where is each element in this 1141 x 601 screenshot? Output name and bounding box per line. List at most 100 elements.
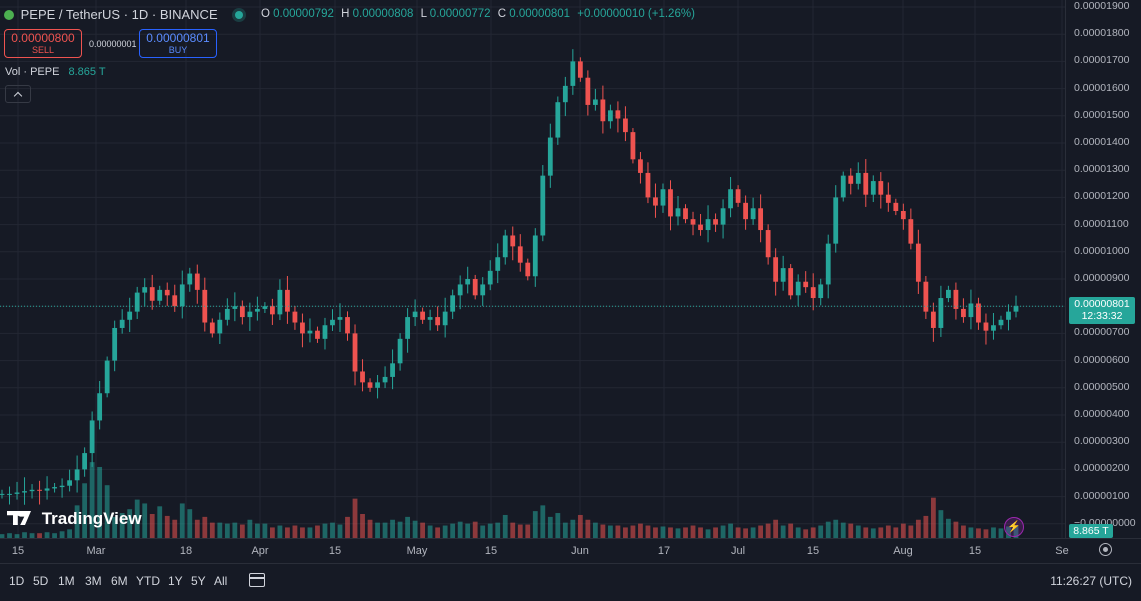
volume-bar bbox=[585, 519, 591, 538]
green-logo-icon[interactable] bbox=[4, 10, 14, 20]
candle-body bbox=[915, 243, 921, 282]
volume-bar bbox=[442, 525, 448, 538]
range-button-5y[interactable]: 5Y bbox=[191, 574, 206, 588]
volume-bar bbox=[74, 505, 80, 538]
volume-bar bbox=[810, 527, 816, 538]
volume-bar bbox=[300, 527, 305, 538]
tradingview-logo[interactable]: TradingView bbox=[7, 509, 142, 529]
volume-bar bbox=[713, 527, 718, 538]
candle-body bbox=[322, 325, 328, 339]
candle-body bbox=[938, 298, 944, 328]
volume-bar bbox=[119, 513, 125, 538]
candle-body bbox=[833, 197, 839, 244]
candle-body bbox=[870, 181, 876, 195]
volume-bar bbox=[961, 525, 966, 538]
candle-body bbox=[465, 279, 471, 285]
last-price-value: 0.00000801 bbox=[1074, 298, 1130, 310]
volume-bar bbox=[0, 534, 5, 538]
range-button-3m[interactable]: 3M bbox=[85, 574, 102, 588]
settings-gear-icon[interactable] bbox=[1099, 543, 1112, 556]
sell-button[interactable]: 0.00000800 SELL bbox=[4, 29, 82, 58]
range-button-1y[interactable]: 1Y bbox=[168, 574, 183, 588]
chart-grid bbox=[0, 0, 1070, 538]
volume-label: Vol · PEPE bbox=[5, 66, 60, 78]
candle-body bbox=[247, 311, 253, 318]
volume-bar bbox=[7, 533, 12, 538]
candle-body bbox=[300, 322, 305, 334]
time-tick-label: 17 bbox=[657, 545, 671, 557]
candle-body bbox=[728, 189, 733, 209]
price-chart[interactable] bbox=[0, 0, 1070, 538]
candle-body bbox=[89, 420, 95, 454]
date-range-icon[interactable] bbox=[249, 573, 265, 587]
close-label: C bbox=[497, 8, 507, 20]
volume-bar bbox=[600, 524, 606, 538]
candle-body bbox=[795, 281, 801, 296]
volume-bar bbox=[976, 528, 981, 538]
volume-bar bbox=[435, 527, 441, 538]
range-button-5d[interactable]: 5D bbox=[33, 574, 49, 588]
volume-bar bbox=[412, 520, 418, 538]
candle-body bbox=[37, 489, 42, 491]
candle-body bbox=[976, 303, 981, 323]
volume-bar bbox=[457, 521, 463, 538]
volume-bar bbox=[653, 527, 658, 538]
candle-body bbox=[773, 257, 779, 282]
bar-countdown: 12:33:32 bbox=[1081, 310, 1123, 322]
volume-legend[interactable]: Vol · PEPE 8.865 T bbox=[5, 66, 106, 78]
volume-bar bbox=[525, 524, 531, 538]
candle-body bbox=[690, 219, 696, 225]
volume-bar bbox=[375, 522, 380, 538]
volume-bar bbox=[345, 516, 350, 538]
range-button-1d[interactable]: 1D bbox=[9, 574, 25, 588]
range-button-6m[interactable]: 6M bbox=[111, 574, 128, 588]
volume-bar bbox=[773, 519, 779, 538]
candle-body bbox=[968, 303, 974, 318]
candle-body bbox=[217, 319, 223, 334]
volume-bar bbox=[991, 527, 996, 538]
volume-bar bbox=[818, 525, 824, 538]
volume-bar bbox=[254, 523, 260, 538]
volume-bar bbox=[420, 522, 426, 538]
candle-body bbox=[254, 308, 260, 312]
volume-bar bbox=[270, 527, 275, 538]
candle-body bbox=[22, 491, 27, 493]
candle-body bbox=[277, 289, 283, 315]
collapse-legend-button[interactable] bbox=[5, 85, 31, 103]
buy-button[interactable]: 0.00000801 BUY bbox=[139, 29, 217, 58]
range-button-all[interactable]: All bbox=[214, 574, 228, 588]
symbol-title[interactable]: PEPE / TetherUS · 1D · BINANCE bbox=[20, 7, 218, 22]
volume-bar bbox=[788, 523, 794, 538]
volume-bar bbox=[232, 522, 238, 538]
range-button-1m[interactable]: 1M bbox=[58, 574, 75, 588]
range-button-ytd[interactable]: YTD bbox=[136, 574, 160, 588]
candle-body bbox=[157, 289, 163, 301]
volume-bar bbox=[780, 525, 786, 538]
clock[interactable]: 11:26:27 (UTC) bbox=[1050, 574, 1132, 588]
volume-bar bbox=[405, 516, 410, 538]
time-tick-label: 15 bbox=[484, 545, 498, 557]
volume-bar bbox=[608, 525, 613, 538]
lightning-icon[interactable]: ⚡ bbox=[1004, 517, 1024, 537]
volume-bar bbox=[615, 525, 621, 538]
candle-body bbox=[67, 480, 72, 486]
volume-bar bbox=[202, 516, 208, 538]
candle-body bbox=[420, 311, 426, 320]
candle-body bbox=[502, 235, 508, 258]
candle-body bbox=[623, 118, 628, 133]
time-tick-label: Se bbox=[1055, 545, 1069, 557]
candle-body bbox=[397, 338, 403, 364]
candle-body bbox=[315, 330, 320, 339]
market-status-icon[interactable] bbox=[235, 11, 244, 19]
volume-bar bbox=[67, 529, 72, 538]
price-tick-label: 0.00000400 bbox=[1074, 408, 1130, 420]
candle-body bbox=[270, 306, 275, 315]
time-axis[interactable]: 15 Mar 18 Apr 15 May 15 Jun 17 Jul 15 Aug 15 Se bbox=[0, 538, 1141, 563]
price-axis[interactable]: 0.00001900 0.00001800 0.00001700 0.00001600… bbox=[1065, 0, 1141, 538]
candle-body bbox=[472, 279, 478, 296]
price-tick-label: 0.00000100 bbox=[1074, 489, 1130, 502]
candle-body bbox=[848, 175, 854, 184]
candle-body bbox=[52, 487, 57, 489]
candle-body bbox=[164, 289, 170, 296]
volume-bar bbox=[480, 525, 486, 538]
